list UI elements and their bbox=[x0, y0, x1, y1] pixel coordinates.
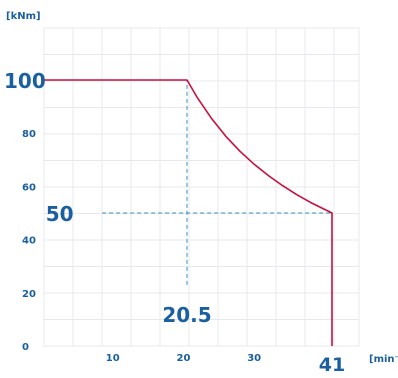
y-tick-label: 80 bbox=[22, 129, 36, 140]
torque-curve bbox=[42, 79, 333, 346]
x-axis-label: [min⁻¹] bbox=[369, 354, 398, 365]
tick-labels: 0 20 40 60 80 100 10 20 30 41 bbox=[4, 69, 345, 376]
annotation-label: 20.5 bbox=[162, 303, 211, 327]
y-tick-label: 0 bbox=[22, 342, 29, 353]
guide-lines bbox=[102, 80, 332, 285]
x-tick-label: 20 bbox=[177, 353, 191, 364]
y-axis-label: [kNm] bbox=[6, 11, 41, 22]
y-tick-label: 20 bbox=[22, 289, 36, 300]
y-tick-label: 40 bbox=[22, 236, 36, 247]
grid bbox=[43, 27, 360, 347]
annotations: 20.5 50 bbox=[46, 202, 212, 327]
y-tick-label: 60 bbox=[22, 182, 36, 193]
annotation-label: 50 bbox=[46, 202, 74, 226]
x-tick-label: 41 bbox=[319, 354, 345, 376]
series-layer bbox=[42, 79, 333, 346]
x-tick-label: 30 bbox=[247, 353, 261, 364]
y-tick-label: 100 bbox=[4, 69, 46, 93]
x-tick-label: 10 bbox=[106, 353, 120, 364]
